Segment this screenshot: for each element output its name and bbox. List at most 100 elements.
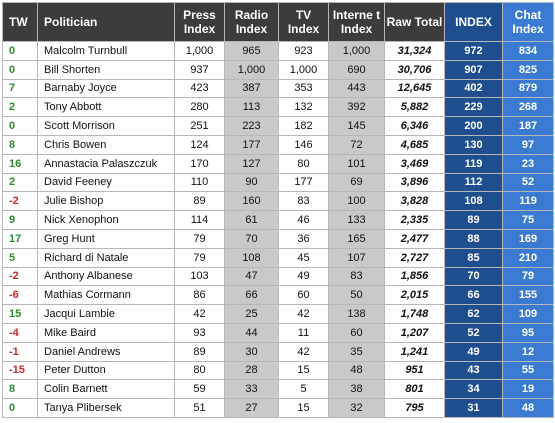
tw-change-cell: 5 (2, 247, 38, 268)
internet-index-cell: 145 (328, 116, 385, 136)
tw-change-cell: 16 (2, 153, 38, 174)
politician-media-index-table: TW Politician Press Index Radio Index TV… (2, 2, 554, 418)
raw-total-cell: 3,469 (384, 153, 445, 174)
internet-index-cell: 133 (328, 210, 385, 230)
chat-index-cell: 55 (502, 360, 554, 381)
tw-change-cell: 0 (2, 41, 38, 61)
tw-change-cell: 2 (2, 172, 38, 193)
press-index-cell: 103 (174, 266, 225, 287)
table-row: 0 Scott Morrison 251 223 182 145 6,346 200 187 (2, 116, 554, 136)
politician-name-cell: Tony Abbott (37, 97, 175, 118)
tw-change-cell: -15 (2, 360, 38, 381)
chat-index-cell: 48 (502, 398, 554, 418)
politician-name-cell: Bill Shorten (37, 59, 175, 80)
header-chat-index[interactable]: Chat Index (502, 2, 554, 42)
chat-index-cell: 52 (502, 172, 554, 193)
chat-index-cell: 109 (502, 304, 554, 324)
radio-index-cell: 47 (224, 266, 279, 287)
index-cell: 43 (444, 360, 503, 381)
raw-total-cell: 3,828 (384, 191, 445, 212)
raw-total-cell: 2,015 (384, 285, 445, 306)
radio-index-cell: 33 (224, 379, 279, 400)
header-index[interactable]: INDEX (444, 2, 503, 42)
press-index-cell: 114 (174, 210, 225, 230)
raw-total-cell: 12,645 (384, 78, 445, 99)
chat-index-cell: 19 (502, 379, 554, 400)
raw-total-cell: 6,346 (384, 116, 445, 136)
radio-index-cell: 387 (224, 78, 279, 99)
header-tv-index[interactable]: TV Index (278, 2, 329, 42)
chat-index-cell: 97 (502, 134, 554, 155)
index-cell: 130 (444, 134, 503, 155)
header-raw-total[interactable]: Raw Total (384, 2, 445, 42)
header-tw[interactable]: TW (2, 2, 38, 42)
index-cell: 112 (444, 172, 503, 193)
table-row: 8 Chris Bowen 124 177 146 72 4,685 130 97 (2, 134, 554, 155)
chat-index-cell: 210 (502, 247, 554, 268)
chat-index-cell: 879 (502, 78, 554, 99)
radio-index-cell: 30 (224, 341, 279, 362)
header-radio-index[interactable]: Radio Index (224, 2, 279, 42)
tv-index-cell: 182 (278, 116, 329, 136)
table-row: 5 Richard di Natale 79 108 45 107 2,727 85 210 (2, 247, 554, 268)
press-index-cell: 79 (174, 228, 225, 249)
raw-total-cell: 2,335 (384, 210, 445, 230)
table-row: 15 Jacqui Lambie 42 25 42 138 1,748 62 109 (2, 304, 554, 324)
tw-change-cell: -2 (2, 266, 38, 287)
chat-index-cell: 95 (502, 322, 554, 343)
internet-index-cell: 83 (328, 266, 385, 287)
internet-index-cell: 1,000 (328, 41, 385, 61)
header-press-index[interactable]: Press Index (174, 2, 225, 42)
tw-change-cell: 17 (2, 228, 38, 249)
internet-index-cell: 50 (328, 285, 385, 306)
tv-index-cell: 83 (278, 191, 329, 212)
index-cell: 972 (444, 41, 503, 61)
tw-change-cell: 8 (2, 134, 38, 155)
chat-index-cell: 155 (502, 285, 554, 306)
politician-name-cell: Colin Barnett (37, 379, 175, 400)
radio-index-cell: 965 (224, 41, 279, 61)
raw-total-cell: 5,882 (384, 97, 445, 118)
press-index-cell: 42 (174, 304, 225, 324)
index-cell: 229 (444, 97, 503, 118)
raw-total-cell: 1,856 (384, 266, 445, 287)
tw-change-cell: 0 (2, 398, 38, 418)
internet-index-cell: 72 (328, 134, 385, 155)
tw-change-cell: 7 (2, 78, 38, 99)
politician-name-cell: Nick Xenophon (37, 210, 175, 230)
politician-name-cell: Chris Bowen (37, 134, 175, 155)
tw-change-cell: -1 (2, 341, 38, 362)
politician-name-cell: Richard di Natale (37, 247, 175, 268)
politician-name-cell: Anthony Albanese (37, 266, 175, 287)
tv-index-cell: 36 (278, 228, 329, 249)
radio-index-cell: 61 (224, 210, 279, 230)
internet-index-cell: 35 (328, 341, 385, 362)
radio-index-cell: 127 (224, 153, 279, 174)
press-index-cell: 51 (174, 398, 225, 418)
raw-total-cell: 2,727 (384, 247, 445, 268)
tv-index-cell: 42 (278, 304, 329, 324)
politician-name-cell: Annastacia Palaszczuk (37, 153, 175, 174)
press-index-cell: 86 (174, 285, 225, 306)
politician-name-cell: Mike Baird (37, 322, 175, 343)
politician-name-cell: Julie Bishop (37, 191, 175, 212)
tw-change-cell: -4 (2, 322, 38, 343)
press-index-cell: 59 (174, 379, 225, 400)
internet-index-cell: 443 (328, 78, 385, 99)
press-index-cell: 170 (174, 153, 225, 174)
press-index-cell: 423 (174, 78, 225, 99)
radio-index-cell: 28 (224, 360, 279, 381)
table-row: 8 Colin Barnett 59 33 5 38 801 34 19 (2, 379, 554, 400)
press-index-cell: 110 (174, 172, 225, 193)
header-internet-index[interactable]: Interne t Index (328, 2, 385, 42)
index-cell: 88 (444, 228, 503, 249)
header-politician[interactable]: Politician (37, 2, 175, 42)
radio-index-cell: 66 (224, 285, 279, 306)
index-cell: 34 (444, 379, 503, 400)
table-row: -4 Mike Baird 93 44 11 60 1,207 52 95 (2, 322, 554, 343)
index-cell: 108 (444, 191, 503, 212)
tw-change-cell: 9 (2, 210, 38, 230)
table-row: 0 Bill Shorten 937 1,000 1,000 690 30,706 907 82… (2, 59, 554, 80)
table-row: 2 Tony Abbott 280 113 132 392 5,882 229 268 (2, 97, 554, 118)
tv-index-cell: 11 (278, 322, 329, 343)
